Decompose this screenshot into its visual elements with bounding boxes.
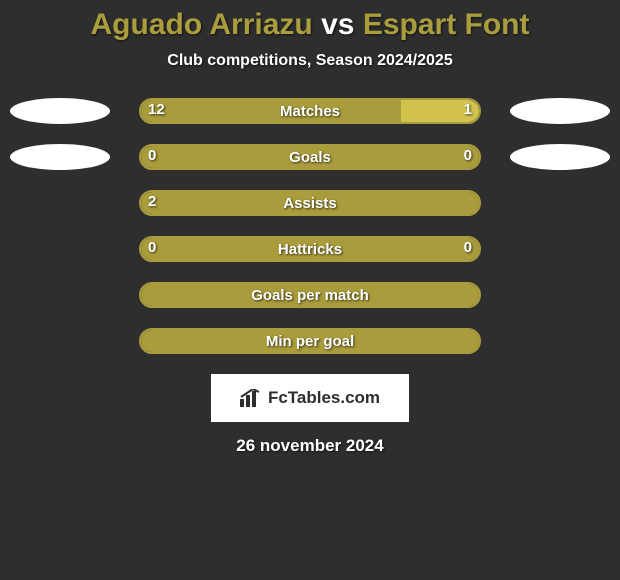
stat-value-left: 0 bbox=[148, 147, 156, 164]
stat-label: Min per goal bbox=[141, 333, 479, 350]
stat-bar: Min per goal bbox=[139, 328, 481, 354]
stat-row: Min per goal bbox=[0, 328, 620, 354]
player2-name: Espart Font bbox=[363, 8, 530, 41]
stat-label: Hattricks bbox=[141, 241, 479, 258]
stat-value-left: 2 bbox=[148, 193, 156, 210]
stat-bar: Matches bbox=[139, 98, 481, 124]
watermark-text: FcTables.com bbox=[268, 388, 380, 408]
stat-bar: Hattricks bbox=[139, 236, 481, 262]
stat-label: Goals per match bbox=[141, 287, 479, 304]
chart-icon bbox=[240, 389, 262, 407]
stat-bar: Assists bbox=[139, 190, 481, 216]
vs-text: vs bbox=[321, 8, 354, 41]
player1-flag bbox=[10, 98, 110, 124]
stat-row: Matches12 1 bbox=[0, 98, 620, 124]
stat-rows: Matches121Goals00Assists2Hattricks00Goal… bbox=[0, 98, 620, 354]
stat-bar: Goals per match bbox=[139, 282, 481, 308]
stat-value-left: 0 bbox=[148, 239, 156, 256]
player2-flag bbox=[510, 98, 610, 124]
player2-flag bbox=[510, 144, 610, 170]
comparison-card: Aguado Arriazu vs Espart Font Club compe… bbox=[0, 0, 620, 456]
stat-value-right: 1 bbox=[464, 101, 472, 118]
stat-value-right: 0 bbox=[464, 239, 472, 256]
stat-row: Goals0 0 bbox=[0, 144, 620, 170]
stat-value-right: 0 bbox=[464, 147, 472, 164]
stat-bar: Goals bbox=[139, 144, 481, 170]
watermark: FcTables.com bbox=[211, 374, 409, 422]
player1-flag bbox=[10, 144, 110, 170]
stat-value-left: 12 bbox=[148, 101, 165, 118]
player1-name: Aguado Arriazu bbox=[91, 8, 313, 41]
date: 26 november 2024 bbox=[0, 436, 620, 456]
stat-label: Goals bbox=[141, 149, 479, 166]
stat-row: Goals per match bbox=[0, 282, 620, 308]
subtitle: Club competitions, Season 2024/2025 bbox=[0, 52, 620, 70]
stat-row: Assists2 bbox=[0, 190, 620, 216]
stat-label: Matches bbox=[141, 103, 479, 120]
stat-label: Assists bbox=[141, 195, 479, 212]
stat-row: Hattricks0 0 bbox=[0, 236, 620, 262]
page-title: Aguado Arriazu vs Espart Font bbox=[0, 8, 620, 42]
